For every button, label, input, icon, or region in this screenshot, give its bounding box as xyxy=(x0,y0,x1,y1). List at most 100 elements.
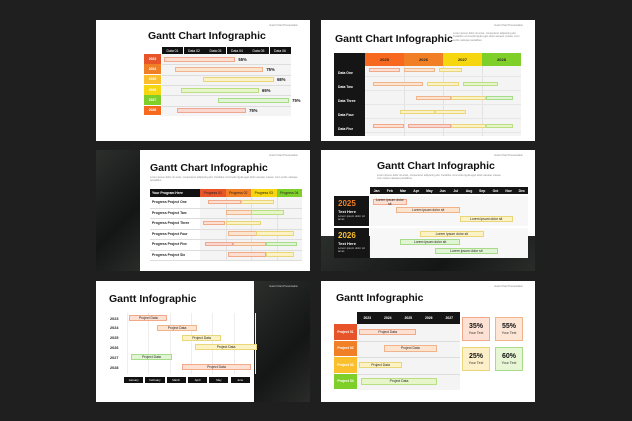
month-label: March xyxy=(166,376,186,383)
gantt-bar: Project Data xyxy=(182,364,251,370)
project-label: Project 03 xyxy=(334,357,357,373)
gantt-bar xyxy=(266,241,297,246)
percent-label: 75% xyxy=(249,108,258,114)
year-label: 2024 xyxy=(144,64,161,74)
gantt-bar xyxy=(439,67,463,72)
month-header: Mar xyxy=(399,188,406,193)
gantt-bar xyxy=(485,95,514,100)
stat-value: 55% xyxy=(501,323,516,330)
gantt-bar xyxy=(228,252,267,257)
program-header: Your Program Here xyxy=(150,189,200,197)
year-number: 2025 xyxy=(338,199,356,208)
stat-label: Your Text xyxy=(468,331,484,335)
gantt-bar xyxy=(372,123,404,128)
slide-3[interactable]: Gantt Chart Infographic Gantt Chart Pres… xyxy=(96,150,310,271)
gantt-bar xyxy=(266,252,295,257)
project-label: Progress Project One xyxy=(152,200,187,205)
slide-6[interactable]: Gantt Infographic Gantt Chart Presentati… xyxy=(321,281,535,402)
header-tag: Gantt Chart Presentation xyxy=(494,285,523,288)
bar-label: Project Data xyxy=(400,346,420,351)
header-tag: Gantt Chart Presentation xyxy=(494,24,523,27)
column-divider xyxy=(233,313,235,374)
slide-1[interactable]: Gantt Chart Infographic Gantt Chart Pres… xyxy=(96,20,310,141)
bar-label: Project Data xyxy=(167,325,187,330)
slide-title: Gantt Chart Infographic xyxy=(377,160,495,172)
row-divider xyxy=(162,64,291,66)
gantt-bar xyxy=(202,77,275,83)
month-header: Nov xyxy=(505,188,512,193)
month-header: May xyxy=(426,188,433,193)
gantt-bar xyxy=(485,123,514,128)
progress-header: Progress 03 xyxy=(251,189,277,197)
stat-card: 60% Your Text xyxy=(495,347,523,371)
slide-5[interactable]: Gantt Infographic Gantt Chart Presentati… xyxy=(96,281,310,402)
row-divider xyxy=(162,95,291,97)
column-divider xyxy=(127,313,128,374)
column-header: Data 02 xyxy=(183,47,205,54)
slide-title: Gantt Chart Infographic xyxy=(335,33,453,45)
percent-label: 65% xyxy=(262,87,271,93)
column-divider xyxy=(169,313,171,374)
month-label: February xyxy=(145,376,165,383)
project-label: Progress Project Two xyxy=(152,210,187,215)
project-label: Project 02 xyxy=(334,340,357,357)
column-divider xyxy=(443,66,444,136)
month-label: April xyxy=(187,376,208,383)
year-label: 2026 xyxy=(110,345,119,350)
row-divider xyxy=(150,239,302,240)
year-label: 2023 xyxy=(144,54,161,64)
gantt-bar xyxy=(450,123,486,128)
row-divider xyxy=(357,340,460,342)
gantt-bar xyxy=(404,67,436,72)
slide-2[interactable]: Gantt Chart Infographic Gantt Chart Pres… xyxy=(321,20,535,141)
month-header: Feb xyxy=(386,188,393,193)
gantt-bar: Lorem ipsum dolor sit xyxy=(434,247,499,254)
gantt-bar xyxy=(217,97,290,103)
gantt-bar xyxy=(450,95,486,100)
gantt-bar: Project Data xyxy=(359,328,417,335)
slide-4[interactable]: Gantt Chart Infographic Gantt Chart Pres… xyxy=(321,150,535,271)
year-label: 2027 xyxy=(110,355,119,360)
bar-label: Lorem ipsum dolor sit xyxy=(375,197,404,206)
year-header: 2026 xyxy=(404,53,443,66)
gantt-bar xyxy=(205,241,234,246)
row-divider xyxy=(365,103,521,105)
block-label: Text Here xyxy=(338,241,356,246)
gantt-bar: Project Data xyxy=(182,334,221,341)
row-divider xyxy=(357,373,460,375)
gantt-bar: Lorem ipsum dolor sit xyxy=(459,215,513,222)
stat-label: Your Text xyxy=(468,361,484,365)
gantt-bar xyxy=(400,109,436,114)
month-header-bar xyxy=(370,187,529,194)
bar-label: Lorem ipsum dolor sit xyxy=(413,240,447,244)
row-divider xyxy=(162,74,291,76)
column-divider xyxy=(482,66,483,136)
slide-title: Gantt Infographic xyxy=(336,292,424,304)
gantt-bar xyxy=(372,81,424,86)
year-label: 2025 xyxy=(110,336,119,341)
row-divider xyxy=(365,89,521,91)
row-divider xyxy=(357,357,460,358)
gantt-bar xyxy=(415,95,451,100)
row-divider xyxy=(365,131,521,133)
gantt-bar xyxy=(256,231,295,236)
year-label: 2028 xyxy=(144,105,161,116)
gantt-bar: Project Data xyxy=(131,354,172,361)
bar-label: Project Data xyxy=(207,365,226,369)
stat-value: 35% xyxy=(468,323,483,330)
row-divider xyxy=(365,117,521,119)
year-header: 2028 xyxy=(482,53,521,66)
column-divider xyxy=(190,313,192,374)
row-divider xyxy=(162,84,291,86)
month-label: June xyxy=(230,376,250,383)
column-header: Data 04 xyxy=(226,47,248,54)
year-label: 2023 xyxy=(110,316,119,321)
bar-label: Project Data xyxy=(389,379,409,384)
stat-label: Your Text xyxy=(501,331,517,335)
month-header: Jan xyxy=(373,188,380,193)
month-label: January xyxy=(124,376,144,383)
percent-label: 75% xyxy=(292,97,301,103)
block-description: Lorem ipsum dolor sit amet. xyxy=(338,246,365,254)
bar-label: Project Data xyxy=(216,345,236,350)
gantt-bar xyxy=(407,123,451,128)
